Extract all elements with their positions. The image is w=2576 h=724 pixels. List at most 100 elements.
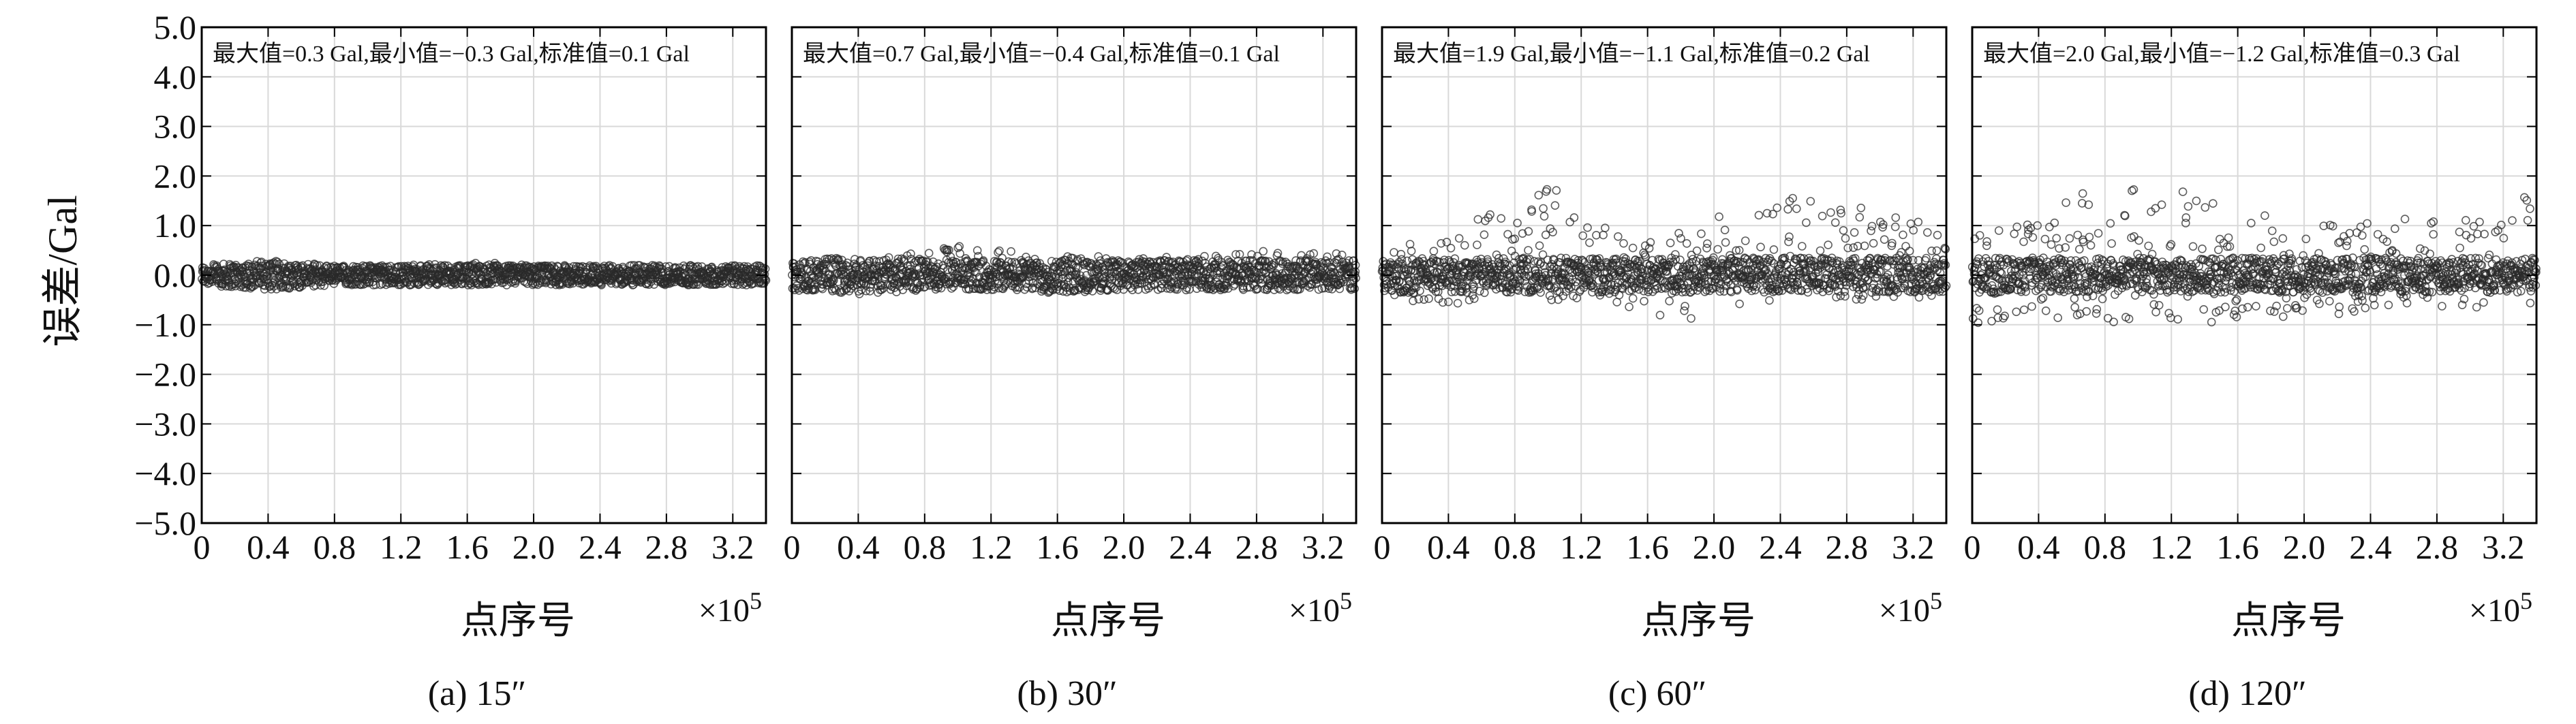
data-point — [1899, 230, 1907, 240]
data-point — [1480, 288, 1489, 298]
data-point — [1703, 239, 1712, 249]
data-point — [1200, 251, 1209, 261]
data-point — [1692, 246, 1702, 255]
x-tick-label: 0.8 — [1494, 528, 1537, 566]
data-point — [1785, 197, 1794, 206]
x-tick-label: 2.4 — [579, 528, 622, 566]
data-point — [2012, 307, 2021, 317]
data-point — [1454, 234, 1464, 243]
x-tick-label: 0.8 — [904, 528, 947, 566]
data-point — [2038, 294, 2048, 302]
x-tick-label: 1.2 — [380, 528, 423, 566]
data-point — [1715, 212, 1723, 221]
data-point — [1429, 247, 1439, 256]
data-point — [1565, 217, 1574, 227]
data-point — [1655, 311, 1665, 320]
data-point — [1628, 294, 1638, 303]
y-tick-label: 1.0 — [154, 206, 197, 245]
data-point — [1720, 225, 1730, 235]
data-point — [2053, 313, 2062, 322]
x-tick-label: 2.8 — [1236, 528, 1278, 566]
data-point — [1539, 204, 1548, 213]
data-point — [1628, 243, 1638, 253]
data-point — [597, 281, 606, 289]
y-tick-label: −1.0 — [134, 306, 196, 344]
data-point — [1545, 291, 1554, 300]
data-point — [1713, 245, 1722, 254]
data-point — [266, 285, 276, 294]
data-point — [1599, 230, 1608, 240]
data-point — [1880, 235, 1889, 245]
data-point — [1007, 247, 1015, 256]
data-point — [1539, 212, 1549, 221]
data-point — [247, 262, 257, 272]
x-tick-label: 0.4 — [1427, 528, 1470, 566]
data-point — [1569, 213, 1579, 222]
data-point — [661, 262, 671, 271]
data-point — [1407, 247, 1416, 255]
y-tick-label: −2.0 — [134, 356, 196, 394]
data-point — [2052, 234, 2061, 243]
data-point — [1681, 302, 1689, 311]
x-tick-label: 0.4 — [247, 528, 290, 566]
data-point — [2019, 237, 2028, 247]
panel-a: 0 0.4 0.8 1.2 1.6 2.0 2.4 2.8 3.25.04.03.02.01.0… — [134, 8, 771, 566]
data-point — [410, 279, 419, 287]
data-point — [1682, 239, 1691, 248]
data-point — [1524, 246, 1533, 255]
data-point — [1841, 292, 1850, 301]
data-point — [1552, 186, 1561, 195]
x-tick-label: 2.0 — [512, 528, 555, 566]
x-tick-label: 2.8 — [645, 528, 688, 566]
data-point — [1806, 197, 1815, 206]
data-point — [1741, 236, 1750, 245]
data-point — [1625, 302, 1634, 311]
data-point — [1676, 255, 1685, 264]
data-point — [679, 264, 689, 274]
data-point — [1914, 217, 1923, 227]
data-point — [2040, 234, 2050, 244]
y-tick-label: 3.0 — [154, 108, 197, 146]
data-point — [1687, 314, 1696, 323]
data-point — [1890, 222, 1900, 232]
data-point — [1473, 240, 1482, 249]
data-point — [1666, 238, 1675, 248]
data-point — [234, 278, 243, 287]
data-point — [1818, 211, 1827, 221]
data-point — [1473, 215, 1483, 224]
data-point — [1578, 231, 1587, 240]
y-tick-label: 0.0 — [154, 256, 197, 294]
panel-a-series — [198, 257, 771, 294]
data-point — [1783, 204, 1792, 214]
x-tick-label: 3.2 — [1892, 528, 1935, 566]
panel-c-series — [1377, 185, 1951, 323]
data-point — [1756, 242, 1765, 252]
data-point — [371, 280, 380, 289]
data-point — [1721, 238, 1730, 247]
data-point — [1211, 251, 1221, 261]
data-point — [1788, 193, 1797, 203]
data-point — [2012, 222, 2021, 232]
data-point — [1614, 232, 1623, 241]
x-tick-label: 0 — [784, 528, 801, 566]
data-point — [631, 268, 641, 278]
data-point — [2045, 222, 2054, 232]
x-tick-label: 3.2 — [1302, 528, 1345, 566]
data-point — [1850, 227, 1859, 237]
data-point — [1754, 210, 1764, 220]
x-tick-label: 1.2 — [1560, 528, 1603, 566]
data-point — [443, 261, 453, 270]
data-point — [1891, 213, 1900, 222]
y-tick-label: 2.0 — [154, 157, 197, 195]
data-point — [1612, 298, 1621, 306]
data-point — [1826, 208, 1835, 217]
x-tick-label: 1.6 — [1036, 528, 1079, 566]
y-tick-label: −3.0 — [134, 405, 196, 443]
data-point — [1640, 296, 1649, 306]
data-point — [320, 281, 329, 290]
data-point — [2010, 229, 2019, 238]
data-point — [1405, 240, 1415, 249]
x-tick-label: 2.0 — [1693, 528, 1736, 566]
data-point — [295, 283, 305, 292]
